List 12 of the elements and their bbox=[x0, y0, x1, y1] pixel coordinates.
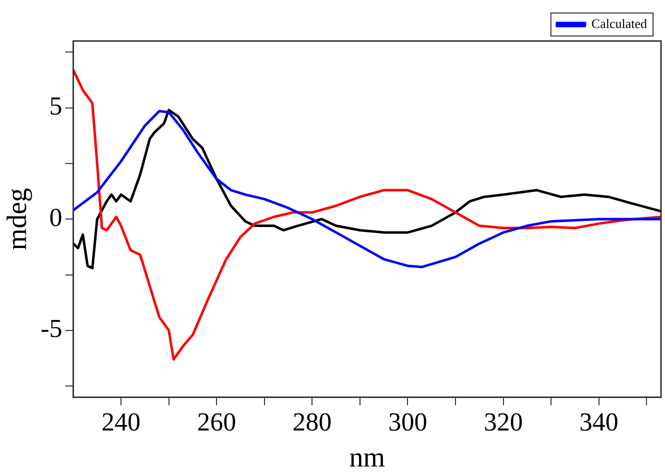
legend-label: Calculated bbox=[591, 16, 648, 31]
x-tick-label: 340 bbox=[579, 408, 618, 437]
x-tick-label: 280 bbox=[292, 408, 332, 437]
y-tick-label: -5 bbox=[40, 314, 62, 344]
x-tick-label: 260 bbox=[197, 408, 236, 437]
y-tick-label: 5 bbox=[49, 92, 62, 121]
y-axis-title: mdeg bbox=[2, 188, 34, 250]
x-tick-label: 240 bbox=[102, 408, 141, 437]
x-axis-title: nm bbox=[349, 442, 386, 474]
x-tick-label: 320 bbox=[484, 408, 523, 437]
y-tick-label: 0 bbox=[49, 202, 62, 232]
x-tick-label: 300 bbox=[388, 408, 428, 437]
